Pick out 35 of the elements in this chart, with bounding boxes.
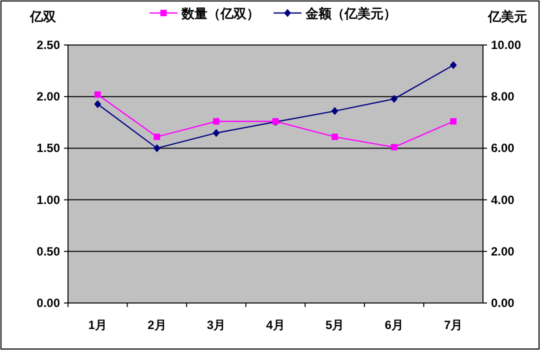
x-tick-label: 5月 xyxy=(325,318,344,332)
y2-tick-label: 4.00 xyxy=(491,192,515,207)
y2-axis-title: 亿美元 xyxy=(487,9,527,24)
point xyxy=(390,144,398,150)
point xyxy=(331,107,338,116)
legend-label: 数量（亿双） xyxy=(180,6,260,21)
y-tick-label: 1.00 xyxy=(36,192,60,207)
point xyxy=(332,134,338,140)
x-tick-label: 1月 xyxy=(88,318,107,332)
x-tick-label: 2月 xyxy=(148,318,166,332)
point xyxy=(94,91,101,98)
point xyxy=(154,134,160,140)
point xyxy=(153,144,160,152)
y-tick-label: 0.00 xyxy=(36,296,60,310)
y2-tick-label: 2.00 xyxy=(491,244,515,258)
y2-tick-label: 0.00 xyxy=(491,296,515,310)
y-tick-label: 1.50 xyxy=(36,141,60,156)
point xyxy=(450,61,457,70)
point xyxy=(94,100,102,108)
y2-tick-label: 10.00 xyxy=(491,38,522,52)
x-tick-label: 7月 xyxy=(444,318,463,332)
y-tick-label: 2.50 xyxy=(36,38,60,52)
y2-tick-label: 6.00 xyxy=(491,141,515,156)
y-tick-label: 0.50 xyxy=(36,244,60,258)
point xyxy=(450,118,457,125)
y-axis-title: 亿双 xyxy=(29,9,57,24)
point xyxy=(212,128,220,137)
y-tick-label: 2.00 xyxy=(36,90,60,104)
y2-tick-label: 8.00 xyxy=(491,90,515,104)
legend-label: 金额（亿美元） xyxy=(304,6,396,21)
point xyxy=(390,94,398,103)
point xyxy=(213,118,220,125)
x-tick-label: 3月 xyxy=(206,318,226,332)
x-tick-label: 6月 xyxy=(384,318,404,332)
x-tick-label: 4月 xyxy=(266,318,285,332)
